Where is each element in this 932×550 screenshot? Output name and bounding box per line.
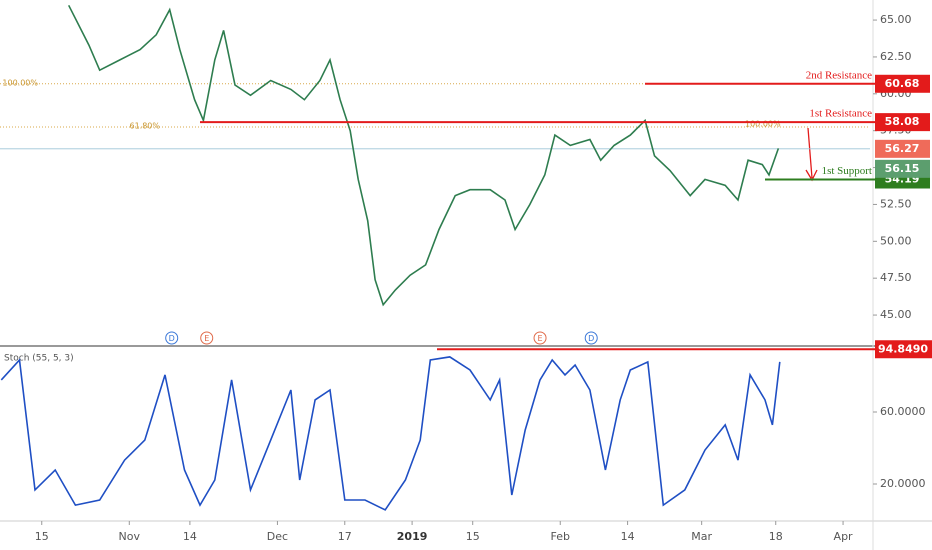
y-tick-label: 62.50 — [880, 50, 912, 63]
level-value: 60.68 — [885, 77, 920, 90]
event-label: D — [169, 334, 175, 343]
event-marker — [584, 331, 598, 345]
stoch-badge — [875, 340, 932, 359]
x-tick-label: Dec — [267, 530, 288, 543]
y-tick-label: 45.00 — [880, 308, 912, 321]
event-label: E — [538, 334, 543, 343]
price-value: 56.15 — [885, 162, 920, 175]
level-badge — [875, 113, 930, 132]
y-tick-label: 20.0000 — [880, 477, 926, 490]
y-tick-label: 52.50 — [880, 197, 912, 210]
price-badge — [875, 139, 930, 158]
level-name: 2nd Resistance — [806, 69, 872, 81]
x-tick-label: 15 — [466, 530, 480, 543]
indicator-title: Stoch (55, 5, 3) — [4, 354, 74, 364]
event-marker — [533, 331, 547, 345]
level-value: 58.08 — [885, 115, 920, 128]
x-tick-label: Mar — [691, 530, 712, 543]
event-marker — [200, 331, 214, 345]
level-badge — [875, 74, 930, 93]
fib-label: 100.00% — [745, 119, 781, 128]
y-tick-label: 47.50 — [880, 271, 912, 284]
fib-label: 61.80% — [129, 121, 160, 130]
event-marker — [165, 331, 179, 345]
x-tick-label: 2019 — [397, 530, 428, 543]
level-name: 1st Support — [822, 165, 872, 177]
event-label: D — [588, 334, 594, 343]
x-tick-label: Nov — [119, 530, 141, 543]
series-line — [67, 4, 780, 307]
fib-label: 100.00% — [2, 78, 38, 87]
price-badge — [875, 159, 930, 178]
y-tick-label: 65.00 — [880, 13, 912, 26]
x-tick-label: Feb — [551, 530, 570, 543]
stoch-level-label: 94.8490 — [878, 342, 928, 355]
x-tick-label: Apr — [834, 530, 854, 543]
x-tick-label: 18 — [769, 530, 783, 543]
series-line — [0, 356, 781, 511]
x-tick-label: 14 — [621, 530, 635, 543]
y-tick-label: 50.00 — [880, 234, 912, 247]
event-label: E — [204, 334, 209, 343]
x-tick-label: 15 — [35, 530, 49, 543]
x-tick-label: 14 — [183, 530, 197, 543]
level-name: 1st Resistance — [809, 108, 872, 120]
x-tick-label: 17 — [338, 530, 352, 543]
y-tick-label: 60.0000 — [880, 405, 926, 418]
price-value: 56.27 — [885, 142, 920, 155]
